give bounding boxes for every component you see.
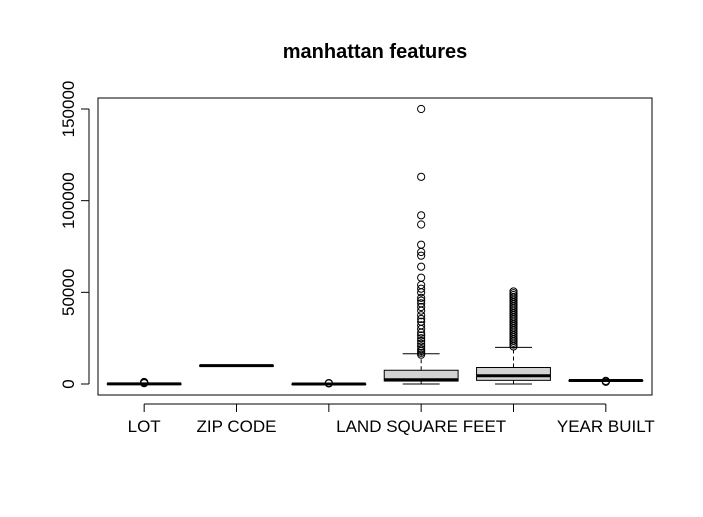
x-tick-label: LAND SQUARE FEET <box>336 417 506 436</box>
outlier-point <box>417 104 426 114</box>
x-tick-label: LOT <box>128 417 161 436</box>
y-tick-label: 100000 <box>59 172 78 229</box>
x-tick-label: ZIP CODE <box>197 417 277 436</box>
outlier-point <box>140 377 149 387</box>
outlier-point <box>417 345 426 354</box>
outlier-point <box>417 302 426 312</box>
outlier-point <box>417 240 426 249</box>
x-tick-label: YEAR BUILT <box>557 417 655 436</box>
outlier-point <box>601 376 610 385</box>
plot-frame <box>97 97 653 396</box>
outlier-point <box>417 273 426 282</box>
outlier-point <box>417 299 426 308</box>
box-item <box>383 104 459 385</box>
chart-title: manhattan features <box>283 41 468 63</box>
outlier-point <box>417 293 426 302</box>
outlier-point <box>417 314 426 324</box>
box-item <box>199 364 274 368</box>
box-item <box>106 377 182 388</box>
outlier-point <box>417 339 426 348</box>
outlier-point <box>417 317 426 326</box>
outlier-point <box>417 251 426 260</box>
y-tick-label: 50000 <box>59 269 78 316</box>
x-axis: LOT ZIP CODE LAND SQUARE FEET YEAR BUILT <box>128 403 655 436</box>
box-item <box>568 376 644 386</box>
box-series <box>106 104 644 388</box>
outlier-point <box>324 378 333 388</box>
y-tick-label: 0 <box>59 379 78 388</box>
outlier-point <box>417 296 426 305</box>
box-body <box>476 367 551 381</box>
outlier-point <box>417 321 426 330</box>
outlier-point <box>417 172 426 181</box>
outlier-point <box>417 331 426 340</box>
outlier-point <box>417 284 426 293</box>
outlier-point <box>417 220 426 229</box>
outlier-point <box>417 334 426 343</box>
outlier-point <box>417 311 426 320</box>
outlier-point <box>509 287 518 296</box>
y-axis: 0 50000 100000 150000 <box>59 81 90 389</box>
box-item <box>476 287 551 385</box>
y-tick-label: 150000 <box>59 81 78 138</box>
outlier-point <box>417 342 426 351</box>
outlier-point <box>417 211 426 220</box>
outlier-point <box>417 336 426 346</box>
outlier-point <box>417 262 426 271</box>
box-item <box>291 378 367 388</box>
